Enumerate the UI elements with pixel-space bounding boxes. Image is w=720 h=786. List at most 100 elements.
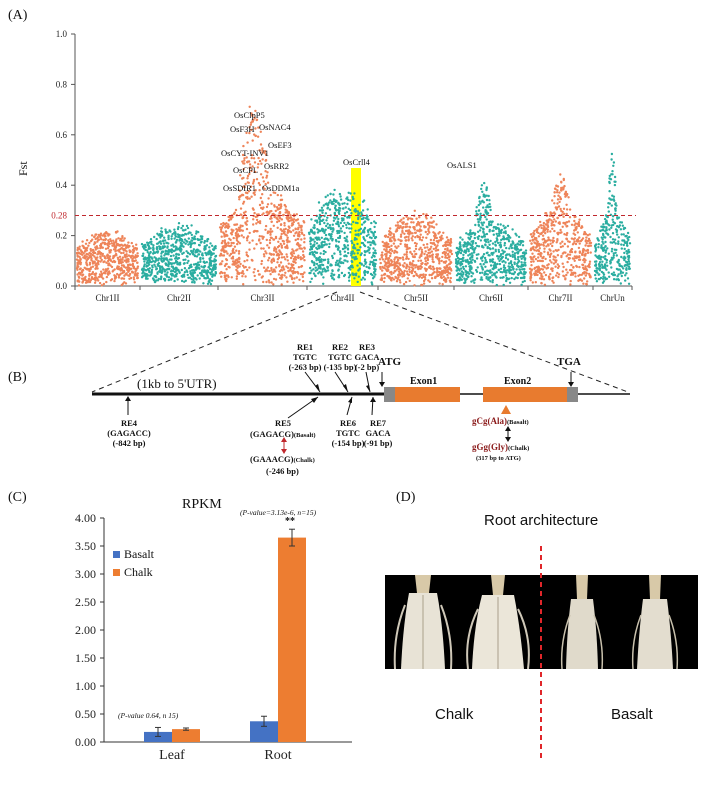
fst-point (121, 235, 124, 238)
fst-point (176, 248, 179, 251)
fst-point (336, 248, 340, 251)
fst-point (199, 238, 202, 241)
fst-point (120, 268, 124, 271)
fst-point (310, 218, 313, 221)
fst-point (153, 235, 156, 239)
fst-point (106, 247, 110, 250)
fst-point (144, 268, 147, 272)
fst-point (219, 228, 223, 231)
fst-point (258, 203, 262, 207)
y-tick-label: 0.6 (56, 130, 68, 140)
fst-point (267, 230, 271, 233)
fst-point (256, 269, 260, 273)
fst-point (160, 230, 164, 234)
fst-point (294, 227, 297, 231)
fst-point (104, 272, 107, 275)
fst-point (221, 260, 224, 263)
fst-point (187, 243, 190, 246)
fst-point (287, 269, 290, 273)
fst-point (77, 261, 80, 264)
fst-point (147, 245, 151, 248)
fst-point (297, 237, 300, 241)
fst-point (157, 257, 161, 260)
fst-point (242, 272, 245, 275)
fst-point (248, 131, 251, 135)
fst-point (221, 239, 224, 243)
fst-point (258, 238, 261, 241)
fst-point (312, 268, 315, 271)
fst-point (173, 237, 176, 240)
fst-point (91, 262, 95, 265)
fst-point (193, 281, 196, 284)
fst-point (341, 202, 344, 205)
fst-point (171, 262, 174, 265)
fst-point (252, 118, 255, 122)
fst-point (248, 163, 252, 166)
fst-point (147, 247, 150, 250)
fst-point (266, 171, 269, 174)
fst-point (246, 268, 249, 272)
fst-point (118, 255, 122, 258)
fst-point (223, 264, 227, 268)
fst-point (146, 261, 149, 264)
fst-point (316, 231, 320, 234)
fst-point (251, 165, 254, 168)
fst-point (276, 207, 279, 210)
fst-point (322, 249, 326, 253)
fst-point (149, 238, 153, 241)
fst-point (300, 265, 303, 268)
fst-point (284, 245, 287, 249)
fst-point (244, 182, 247, 186)
fst-point (261, 149, 264, 152)
fst-point (132, 276, 135, 279)
fst-point (269, 236, 273, 239)
fst-point (281, 265, 285, 268)
fst-point (214, 247, 217, 250)
fst-point (126, 268, 129, 272)
fst-point (99, 236, 102, 239)
fst-point (188, 253, 192, 256)
fst-point (220, 241, 224, 245)
fst-point (99, 252, 102, 256)
fst-point (280, 246, 284, 249)
fst-point (82, 252, 85, 255)
fst-point (91, 265, 95, 268)
fst-point (292, 220, 295, 224)
fst-point (125, 250, 128, 253)
fst-point (91, 253, 94, 257)
fst-point (265, 252, 268, 255)
fst-point (360, 217, 363, 221)
y-tick-label: 1.0 (56, 29, 68, 39)
fst-point (120, 243, 123, 246)
fst-point (333, 188, 336, 192)
fst-point (239, 224, 242, 227)
fst-point (191, 242, 194, 245)
fst-point (121, 271, 124, 275)
fst-point (223, 235, 226, 238)
fst-point (313, 250, 316, 253)
fst-point (100, 275, 103, 279)
fst-point (250, 121, 253, 124)
fst-point (203, 241, 206, 244)
fst-point (254, 127, 257, 130)
fst-point (351, 241, 354, 245)
fst-point (171, 265, 174, 268)
fst-point (276, 226, 279, 229)
fst-point (273, 204, 276, 207)
fst-point (181, 252, 184, 255)
fst-point (279, 228, 282, 231)
fst-point (204, 277, 207, 280)
fst-point (225, 250, 228, 253)
fst-point (259, 173, 263, 176)
fst-point (174, 233, 177, 237)
fst-point (105, 254, 109, 258)
fst-point (79, 267, 82, 270)
fst-point (178, 271, 181, 274)
fst-point (147, 269, 151, 272)
fst-point (85, 239, 89, 242)
fst-point (163, 270, 167, 273)
fst-point (322, 258, 325, 262)
fst-point (240, 271, 243, 275)
fst-point (130, 241, 133, 245)
